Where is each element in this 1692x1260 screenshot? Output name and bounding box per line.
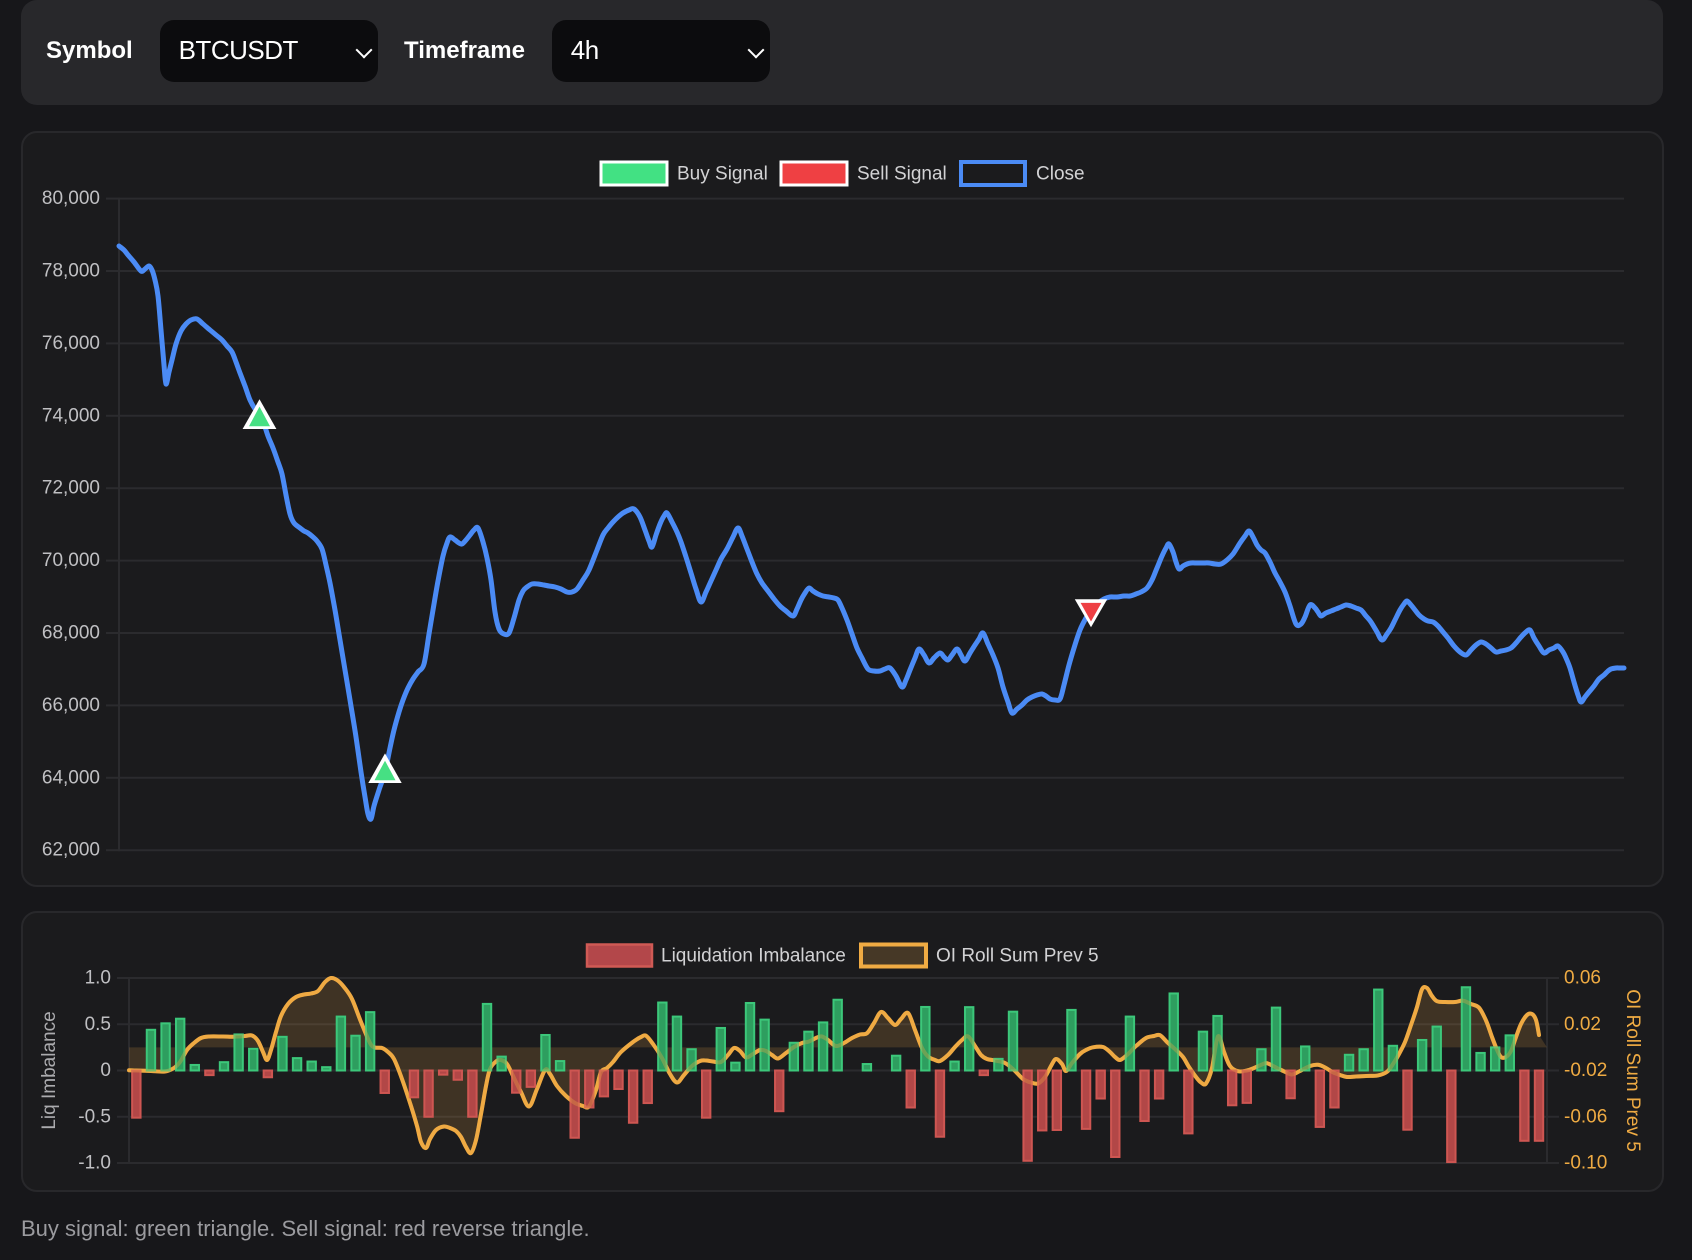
svg-text:62,000: 62,000: [42, 840, 100, 861]
svg-text:OI Roll Sum Prev 5: OI Roll Sum Prev 5: [1622, 989, 1643, 1152]
svg-text:0.06: 0.06: [1564, 968, 1601, 989]
svg-text:68,000: 68,000: [42, 623, 100, 644]
svg-text:1.0: 1.0: [85, 968, 111, 989]
svg-text:OI Roll Sum Prev 5: OI Roll Sum Prev 5: [936, 946, 1099, 967]
svg-text:0.5: 0.5: [85, 1014, 111, 1035]
svg-text:0: 0: [100, 1060, 111, 1081]
svg-text:Close: Close: [1036, 164, 1085, 185]
svg-text:66,000: 66,000: [42, 695, 100, 716]
svg-text:Buy Signal: Buy Signal: [677, 164, 768, 185]
svg-text:-0.02: -0.02: [1564, 1060, 1607, 1081]
svg-text:Liq Imbalance: Liq Imbalance: [39, 1011, 60, 1129]
svg-text:Liquidation Imbalance: Liquidation Imbalance: [661, 946, 846, 967]
svg-text:80,000: 80,000: [42, 188, 100, 209]
svg-text:72,000: 72,000: [42, 478, 100, 499]
svg-text:74,000: 74,000: [42, 405, 100, 426]
svg-text:Sell Signal: Sell Signal: [857, 164, 947, 185]
svg-text:64,000: 64,000: [42, 767, 100, 788]
svg-text:-1.0: -1.0: [78, 1153, 111, 1174]
svg-text:-0.10: -0.10: [1564, 1153, 1607, 1174]
svg-text:0.02: 0.02: [1564, 1014, 1601, 1035]
svg-text:-0.5: -0.5: [78, 1106, 111, 1127]
svg-text:78,000: 78,000: [42, 261, 100, 282]
svg-text:70,000: 70,000: [42, 550, 100, 571]
svg-text:-0.06: -0.06: [1564, 1106, 1607, 1127]
svg-text:76,000: 76,000: [42, 333, 100, 354]
